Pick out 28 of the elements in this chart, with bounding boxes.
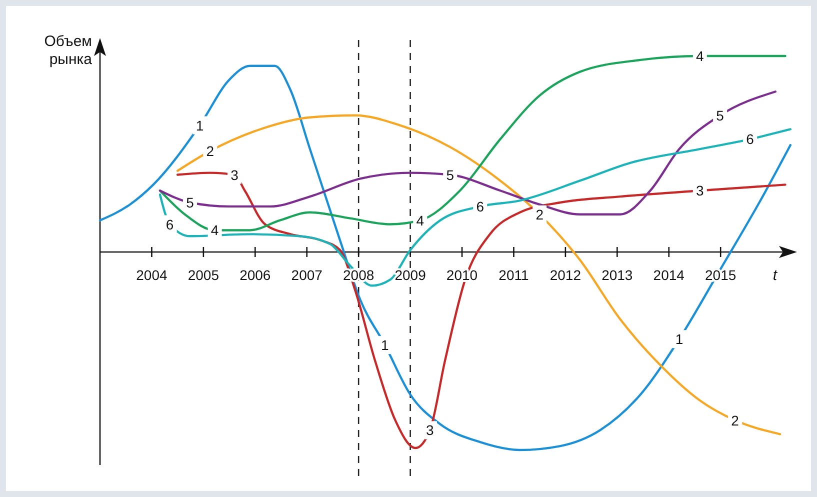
x-tick-label: 2011 <box>498 267 529 283</box>
text: 6 <box>166 216 174 232</box>
series-label: 2 <box>536 206 544 222</box>
text: 1 <box>675 331 684 348</box>
y-axis-title: Объем рынка <box>44 33 93 68</box>
series-label: 3 <box>696 182 704 199</box>
text: 1 <box>381 337 389 354</box>
series-label: 1 <box>196 117 204 134</box>
text: 6 <box>746 131 754 148</box>
text: 2 <box>206 143 214 160</box>
series-label: 4 <box>210 222 219 238</box>
text: 4 <box>696 48 704 64</box>
text: 5 <box>186 194 194 210</box>
text: 5 <box>716 107 724 124</box>
text: 3 <box>230 166 238 183</box>
x-tick-label: 2012 <box>550 267 582 283</box>
x-tick-label: 2004 <box>136 267 168 283</box>
series-label: 5 <box>446 166 454 183</box>
x-axis-title: t <box>772 267 778 284</box>
text: 2 <box>731 412 739 428</box>
x-tick-label: 2006 <box>240 267 271 283</box>
text: 3 <box>426 422 434 438</box>
x-tick-label: 2013 <box>602 267 633 283</box>
text: 4 <box>416 212 424 228</box>
x-tick-label: 2007 <box>291 267 323 283</box>
series-label: 6 <box>476 198 484 214</box>
x-tick-label: 2014 <box>653 267 685 283</box>
x-tick-label: 2005 <box>188 267 220 283</box>
